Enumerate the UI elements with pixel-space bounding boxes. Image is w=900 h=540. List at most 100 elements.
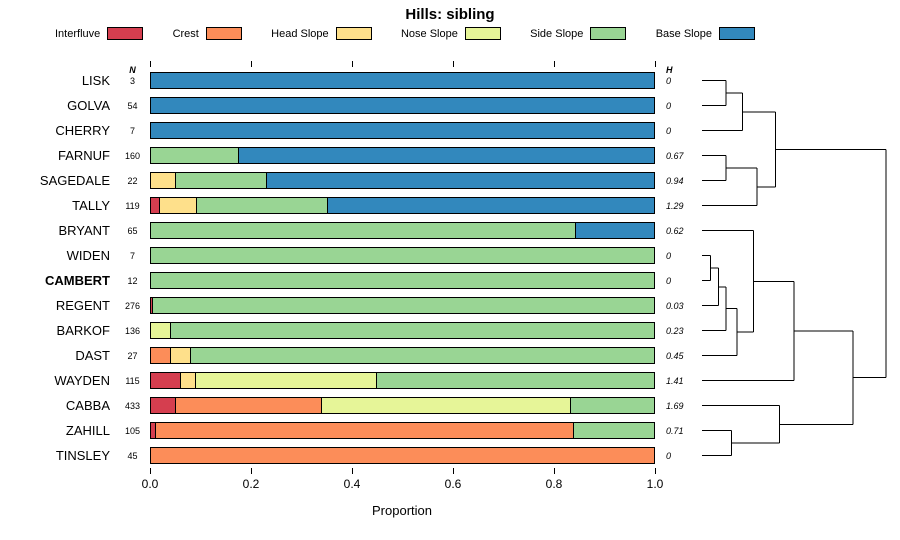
row-h-value: 1.41 [666,375,684,386]
row-n-value: 27 [127,350,138,361]
axis-tick-top [150,61,151,67]
axis-tick-top [554,61,555,67]
legend-item: Side Slope [530,27,627,40]
stacked-bar [150,247,655,264]
stacked-bar [150,97,655,114]
stacked-bar [150,372,655,389]
row-h-value: 1.69 [666,400,684,411]
bar-segment-interfluve [151,198,160,213]
row-n-value: 433 [124,400,141,411]
stacked-bar [150,272,655,289]
stacked-bar [150,172,655,189]
chart-row: DAST 27 0.45 [0,343,700,368]
chart-title: Hills: sibling [405,6,495,23]
bar-segment-interfluve [151,398,177,413]
row-h-value: 0 [666,250,672,261]
legend-item: Head Slope [271,27,372,40]
legend-item: Base Slope [656,27,755,40]
bar-segment-head-slope [151,173,177,188]
bar-segment-side-slope [377,373,654,388]
axis-tick-label: 0.8 [545,477,563,491]
axis-tick-bottom [554,468,555,474]
row-label: TINSLEY [55,448,110,463]
row-n-value: 3 [129,75,135,86]
row-h-value: 0.62 [666,225,684,236]
axis-tick-label: 0.2 [242,477,260,491]
bar-segment-side-slope [151,148,240,163]
row-label: CAMBERT [45,273,110,288]
bar-segment-interfluve [151,298,153,313]
bar-segment-base-slope [151,98,654,113]
row-n-value: 136 [124,325,141,336]
chart-row: LISK 3 0 [0,68,700,93]
bar-segment-side-slope [570,398,654,413]
legend-label: Nose Slope [400,27,458,40]
legend-swatch [335,27,372,40]
chart-row: TINSLEY 45 0 [0,443,700,468]
axis-tick-bottom [453,468,454,474]
bar-segment-nose-slope [151,323,172,338]
bar-segment-interfluve [151,373,182,388]
chart-row: CAMBERT 12 0 [0,268,700,293]
row-h-value: 1.29 [666,200,684,211]
stacked-bar [150,322,655,339]
bar-segment-crest [176,398,322,413]
axis-tick-label: 1.0 [646,477,664,491]
bar-segment-nose-slope [196,373,378,388]
stacked-bar [150,297,655,314]
axis-tick-bottom [655,468,656,474]
row-label: REGENT [55,298,110,313]
legend-label: Crest [172,27,199,40]
bar-segment-side-slope [197,198,329,213]
axis-tick-bottom [352,468,353,474]
stacked-bar [150,222,655,239]
row-h-value: 0 [666,75,672,86]
bar-segment-base-slope [328,198,654,213]
stacked-bar [150,422,655,439]
chart-row: CABBA 433 1.69 [0,393,700,418]
bar-segment-side-slope [176,173,267,188]
row-label: DAST [75,348,110,363]
bar-segment-side-slope [151,248,654,263]
chart-row: FARNUF 160 0.67 [0,143,700,168]
chart-row: WAYDEN 115 1.41 [0,368,700,393]
chart-row: WIDEN 7 0 [0,243,700,268]
bar-segment-crest [156,423,574,438]
legend-label: Head Slope [271,27,329,40]
chart-row: ZAHILL 105 0.71 [0,418,700,443]
row-label: WIDEN [66,248,110,263]
row-h-value: 0.45 [666,350,684,361]
stacked-bar [150,122,655,139]
row-label: SAGEDALE [39,173,110,188]
row-h-value: 0 [666,125,672,136]
row-n-value: 12 [127,275,138,286]
row-h-value: 0 [666,450,672,461]
row-label: BARKOF [56,323,110,338]
bar-segment-crest [151,348,172,363]
legend-item: Nose Slope [401,27,501,40]
row-n-value: 105 [124,425,141,436]
bar-segment-interfluve [151,423,157,438]
row-n-value: 7 [129,250,135,261]
bar-segment-side-slope [151,273,654,288]
bar-segment-side-slope [153,298,654,313]
legend-swatch [464,27,501,40]
legend: Interfluve Crest Head Slope Nose Slope Side … [55,27,755,40]
stacked-bar [150,147,655,164]
axis-tick-label: 0.0 [141,477,159,491]
bar-segment-base-slope [239,148,654,163]
axis-tick-label: 0.4 [343,477,361,491]
bar-segment-head-slope [181,373,197,388]
row-h-value: 0 [666,100,672,111]
legend-label: Side Slope [530,27,584,40]
axis-tick-bottom [251,468,252,474]
axis-tick-top [453,61,454,67]
bar-segment-side-slope [573,423,654,438]
stacked-bar [150,72,655,89]
row-h-value: 0 [666,275,672,286]
row-label: TALLY [72,198,110,213]
row-h-value: 0.03 [666,300,684,311]
legend-label: Interfluve [55,27,101,40]
bar-segment-head-slope [171,348,192,363]
